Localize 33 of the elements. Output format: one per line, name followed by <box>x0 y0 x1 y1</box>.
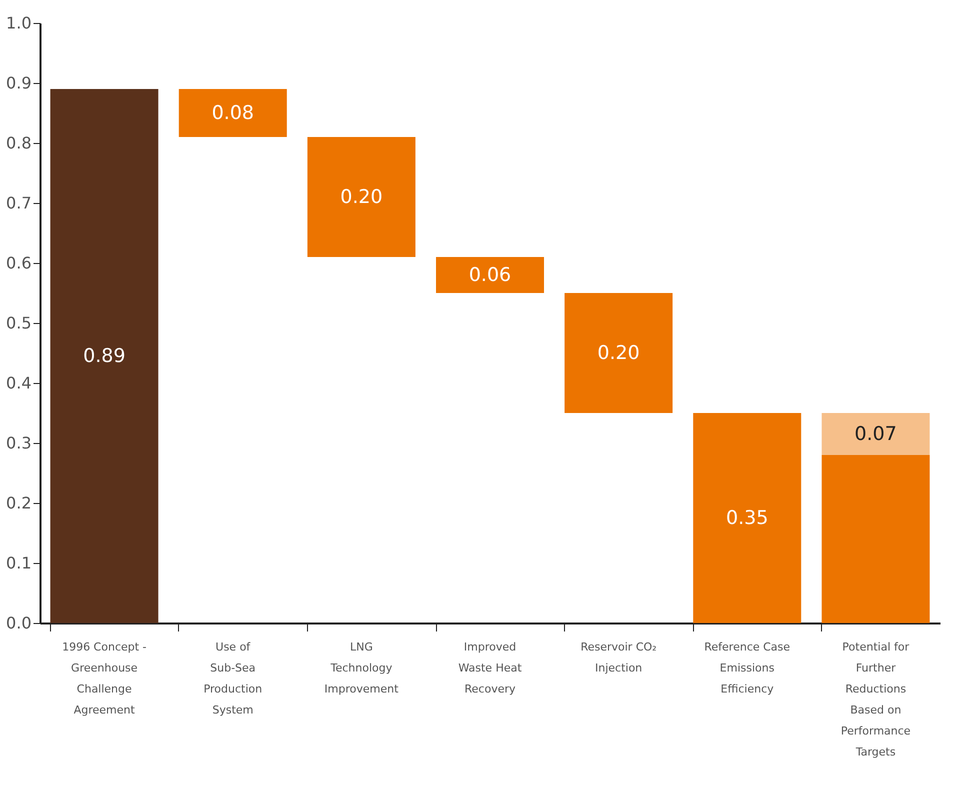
bar <box>436 257 544 293</box>
y-tick-label: 0.5 <box>6 314 32 332</box>
bar <box>50 89 158 623</box>
bar <box>822 455 930 623</box>
data-label: 0.08 <box>212 102 254 124</box>
x-tick-label: LNG Technology Improvement <box>324 640 400 696</box>
y-tick-label: 0.4 <box>6 374 32 392</box>
y-tick-label: 0.8 <box>6 134 32 152</box>
y-tick-label: 0.6 <box>6 254 32 272</box>
y-tick-label: 0.3 <box>6 434 32 452</box>
y-tick-label: 0.9 <box>6 74 32 92</box>
bar <box>307 137 416 257</box>
y-tick-label: 0.2 <box>6 494 32 512</box>
data-label: 0.20 <box>597 342 640 364</box>
bar <box>564 293 673 413</box>
data-label: 0.07 <box>854 423 897 445</box>
y-tick-label: 0.7 <box>6 194 32 212</box>
y-tick-label: 0.0 <box>6 614 32 632</box>
bar <box>178 89 287 137</box>
x-tick-label: Reference Case Emissions Efficiency <box>704 640 790 696</box>
y-tick-label: 0.1 <box>6 554 32 572</box>
data-label: 0.20 <box>340 186 383 208</box>
y-tick-label: 1.0 <box>6 14 32 32</box>
data-label: 0.35 <box>726 507 768 529</box>
x-tick-label: Improved Waste Heat Recovery <box>458 640 522 696</box>
x-tick-label: Reservoir CO₂ Injection <box>580 640 657 674</box>
bar <box>822 413 930 455</box>
bar <box>693 413 802 623</box>
data-label: 0.89 <box>83 345 126 367</box>
x-tick-label: 1996 Concept - Greenhouse Challenge Agreement <box>62 640 147 716</box>
data-label: 0.06 <box>468 264 512 286</box>
x-tick-label: Potential for Further Reductions Based on Performance Targets <box>840 640 911 758</box>
x-tick-label: Use of Sub-Sea Production System <box>204 640 262 716</box>
